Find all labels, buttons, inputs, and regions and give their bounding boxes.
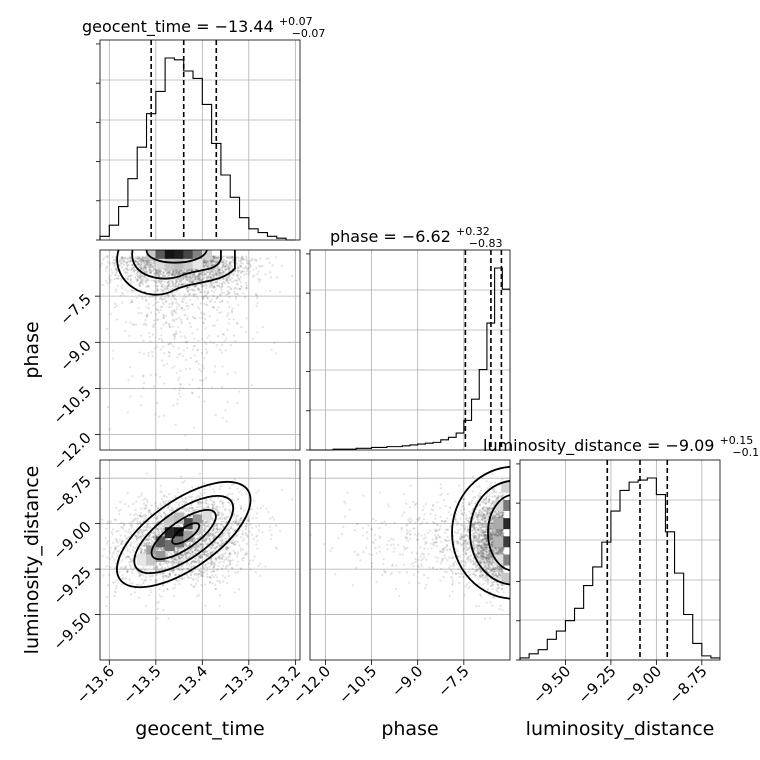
xlabel-phase: phase [381, 718, 438, 740]
density-cell [501, 536, 510, 548]
density-cell [174, 250, 185, 260]
density-cell [155, 250, 166, 260]
density-phase-luminosity-distance [493, 481, 510, 584]
density-cell [501, 572, 510, 584]
density-cell [155, 258, 166, 269]
xtick-label-phase: −7.5 [434, 662, 472, 700]
contours-geocent-time-phase [116, 250, 236, 296]
density-cell [174, 258, 185, 269]
panel-luminosity_distance-luminosity_distance-frame [519, 459, 721, 661]
density-cell [183, 250, 194, 260]
density-geocent-time-luminosity-distance [136, 509, 212, 566]
density-cell [146, 250, 157, 260]
density-cell [183, 530, 194, 542]
density-cell [164, 527, 175, 539]
density-cell [493, 536, 504, 548]
xtick-label-geocent_time: −13.5 [119, 662, 164, 707]
xtick-label-luminosity_distance: −9.25 [575, 662, 620, 707]
histogram-phase [310, 267, 510, 451]
density-cell [501, 499, 510, 511]
contour-inner [487, 494, 510, 572]
density-cell [493, 554, 504, 566]
density-cell [501, 518, 510, 530]
ytick-label-phase: −12.0 [50, 429, 95, 474]
panel-geocent_time-luminosity_distance-frame [99, 459, 301, 661]
panel-phase-phase-frame [309, 249, 511, 451]
xtick-label-phase: −10.5 [335, 662, 380, 707]
density-cell [192, 258, 203, 269]
density-cell [164, 539, 175, 551]
histogram-luminosity_distance [519, 477, 720, 660]
frame-layer [99, 39, 721, 661]
density-cell [201, 509, 212, 521]
panel-geocent_time-geocent_time-frame [99, 39, 301, 241]
xtick-label-luminosity_distance: −9.00 [620, 662, 665, 707]
density-cell [174, 527, 185, 539]
density-cell [192, 514, 203, 526]
density-cell [493, 518, 504, 530]
density-cell [201, 250, 212, 260]
ytick-label-luminosity_distance: −8.75 [50, 472, 95, 517]
xtick-label-phase: −9.0 [388, 662, 426, 700]
density-cell [174, 512, 185, 524]
density-geocent-time-phase [146, 250, 212, 269]
panel-geocent_time-phase-frame [99, 249, 301, 451]
scatter-geocent-time-phase [100, 255, 294, 450]
contour-middle [133, 495, 235, 575]
tick-layer: −13.6 −13.5 −13.4 −13.3 −13.2−12.0 −10.5 −9.0−… [50, 43, 711, 707]
density-cell [155, 536, 166, 548]
contour-middle [131, 250, 222, 280]
title-geocent-time: geocent_time = −13.44 +0.07 −0.07 [82, 10, 325, 40]
contour-inner [145, 250, 208, 264]
histogram-layer [99, 40, 720, 660]
density-layer [136, 250, 510, 584]
panel-phase-luminosity_distance-frame [309, 459, 511, 661]
ylabel-phase: phase [21, 321, 43, 378]
contours-phase-luminosity-distance [451, 465, 510, 600]
ytick-label-phase: −7.5 [56, 290, 94, 328]
density-cell [501, 554, 510, 566]
grid-layer [100, 40, 720, 660]
ylabel-luminosity-distance: luminosity_distance [21, 466, 43, 655]
ytick-label-phase: −10.5 [50, 383, 95, 428]
contour-outer [116, 480, 252, 589]
ytick-label-luminosity_distance: −9.00 [50, 518, 95, 563]
scatter-layer [100, 255, 505, 620]
ytick-label-luminosity_distance: −9.50 [50, 609, 95, 654]
density-cell [164, 258, 175, 269]
contours-geocent-time-luminosity-distance [116, 480, 252, 589]
density-cell [501, 481, 510, 493]
xtick-label-geocent_time: −13.6 [73, 662, 118, 707]
xtick-label-luminosity_distance: −9.50 [529, 662, 574, 707]
density-cell [164, 250, 175, 260]
scatter-phase-luminosity-distance [310, 472, 505, 620]
ytick-label-phase: −9.0 [56, 336, 94, 374]
contour-outer [116, 250, 236, 296]
density-cell [174, 536, 185, 548]
density-cell [183, 258, 194, 269]
contour-outer [451, 465, 510, 600]
xlabel-luminosity-distance: luminosity_distance [526, 718, 715, 740]
ytick-label-luminosity_distance: −9.25 [50, 563, 95, 608]
histogram-geocent_time [99, 57, 296, 241]
contour-middle [469, 480, 510, 586]
contour-inner [150, 509, 217, 561]
xtick-label-geocent_time: −13.4 [166, 662, 211, 707]
xtick-label-geocent_time: −13.3 [212, 662, 257, 707]
density-cell [136, 554, 147, 566]
title-luminosity-distance: luminosity_distance = −9.09 +0.15 −0.18 [483, 429, 760, 459]
density-cell [183, 518, 194, 530]
xtick-label-luminosity_distance: −8.75 [665, 662, 710, 707]
title-phase: phase = −6.62 +0.32 −0.83 [330, 220, 503, 250]
density-cell [164, 514, 175, 526]
contour-core [171, 522, 201, 545]
contour-layer [116, 250, 510, 600]
density-cell [155, 550, 166, 562]
xlabel-geocent-time: geocent_time [135, 718, 264, 740]
density-cell [146, 554, 157, 566]
density-cell [493, 499, 504, 511]
density-cell [192, 250, 203, 260]
